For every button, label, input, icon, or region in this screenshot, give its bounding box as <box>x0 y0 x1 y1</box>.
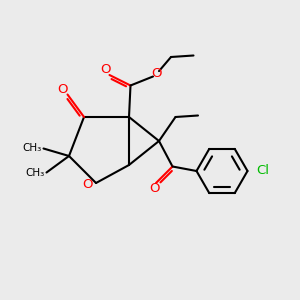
Text: O: O <box>82 178 93 191</box>
Text: CH₃: CH₃ <box>26 168 45 178</box>
Text: O: O <box>100 63 111 76</box>
Text: CH₃: CH₃ <box>22 142 42 153</box>
Text: Cl: Cl <box>256 164 269 177</box>
Text: O: O <box>58 83 68 96</box>
Text: O: O <box>149 182 160 195</box>
Text: O: O <box>152 67 162 80</box>
